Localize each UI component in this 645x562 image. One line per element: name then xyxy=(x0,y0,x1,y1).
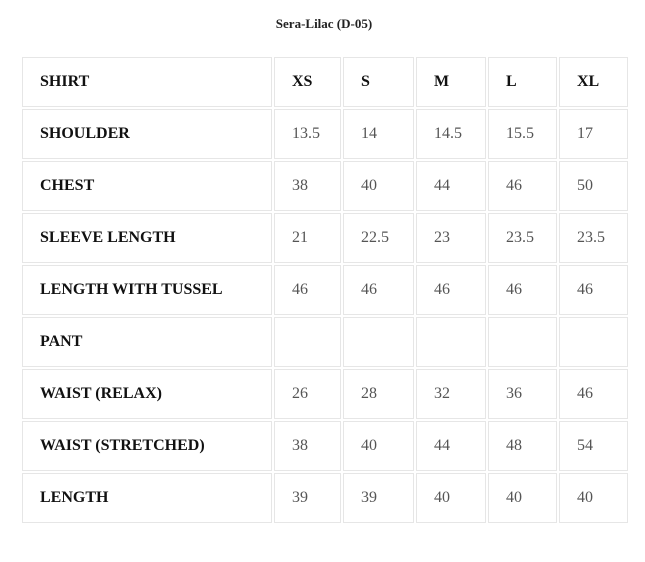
table-cell: 40 xyxy=(488,473,557,523)
table-cell: 46 xyxy=(416,265,486,315)
table-cell: 48 xyxy=(488,421,557,471)
table-cell: 15.5 xyxy=(488,109,557,159)
table-cell: 40 xyxy=(559,473,628,523)
table-cell: 36 xyxy=(488,369,557,419)
table-cell: 40 xyxy=(343,421,414,471)
table-cell: S xyxy=(343,57,414,107)
table-row: WAIST (STRETCHED) 38 40 44 48 54 xyxy=(22,421,628,471)
table-cell: 46 xyxy=(559,265,628,315)
row-label: SHIRT xyxy=(22,57,272,107)
table-cell xyxy=(274,317,341,367)
table-row: SLEEVE LENGTH 21 22.5 23 23.5 23.5 xyxy=(22,213,628,263)
table-cell: 14.5 xyxy=(416,109,486,159)
table-cell xyxy=(488,317,557,367)
table-row: SHIRT XS S M L XL xyxy=(22,57,628,107)
table-cell: 22.5 xyxy=(343,213,414,263)
table-cell: 28 xyxy=(343,369,414,419)
row-label: CHEST xyxy=(22,161,272,211)
table-cell: 13.5 xyxy=(274,109,341,159)
table-cell: 38 xyxy=(274,161,341,211)
table-cell: 46 xyxy=(559,369,628,419)
table-cell: 46 xyxy=(274,265,341,315)
size-table: SHIRT XS S M L XL SHOULDER 13.5 14 14.5 15.5 17 CHES… xyxy=(20,55,630,525)
table-cell: 32 xyxy=(416,369,486,419)
table-cell: 46 xyxy=(488,161,557,211)
row-label: PANT xyxy=(22,317,272,367)
table-cell: 44 xyxy=(416,421,486,471)
row-label: WAIST (STRETCHED) xyxy=(22,421,272,471)
table-cell: 50 xyxy=(559,161,628,211)
row-label: LENGTH WITH TUSSEL xyxy=(22,265,272,315)
table-cell: 23.5 xyxy=(488,213,557,263)
table-row: LENGTH WITH TUSSEL 46 46 46 46 46 xyxy=(22,265,628,315)
table-cell xyxy=(343,317,414,367)
table-cell: 26 xyxy=(274,369,341,419)
table-cell xyxy=(416,317,486,367)
row-label: LENGTH xyxy=(22,473,272,523)
row-label: SLEEVE LENGTH xyxy=(22,213,272,263)
row-label: WAIST (RELAX) xyxy=(22,369,272,419)
table-cell: 21 xyxy=(274,213,341,263)
table-cell: XS xyxy=(274,57,341,107)
table-cell xyxy=(559,317,628,367)
table-cell: 39 xyxy=(274,473,341,523)
table-cell: 39 xyxy=(343,473,414,523)
table-row: LENGTH 39 39 40 40 40 xyxy=(22,473,628,523)
table-row: SHOULDER 13.5 14 14.5 15.5 17 xyxy=(22,109,628,159)
row-label: SHOULDER xyxy=(22,109,272,159)
table-cell: 14 xyxy=(343,109,414,159)
table-row: PANT xyxy=(22,317,628,367)
table-row: CHEST 38 40 44 46 50 xyxy=(22,161,628,211)
title: Sera-Lilac (D-05) xyxy=(275,16,373,31)
table-cell: 54 xyxy=(559,421,628,471)
table-cell: 23.5 xyxy=(559,213,628,263)
table-cell: 46 xyxy=(488,265,557,315)
table-cell: XL xyxy=(559,57,628,107)
table-cell: 44 xyxy=(416,161,486,211)
table-cell: 40 xyxy=(343,161,414,211)
table-cell: 40 xyxy=(416,473,486,523)
table-cell: 38 xyxy=(274,421,341,471)
table-row: WAIST (RELAX) 26 28 32 36 46 xyxy=(22,369,628,419)
table-cell: M xyxy=(416,57,486,107)
table-cell: 46 xyxy=(343,265,414,315)
table-cell: 23 xyxy=(416,213,486,263)
table-cell: L xyxy=(488,57,557,107)
table-cell: 17 xyxy=(559,109,628,159)
